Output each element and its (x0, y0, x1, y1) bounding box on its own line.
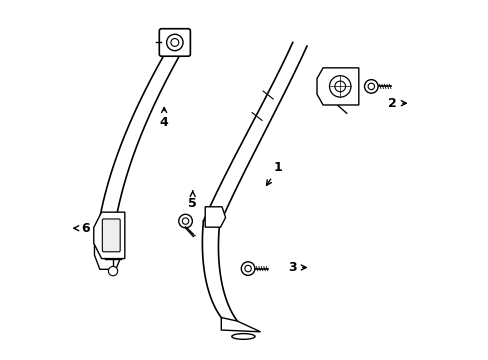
Circle shape (166, 34, 183, 51)
Circle shape (182, 218, 188, 224)
Polygon shape (94, 212, 124, 258)
Polygon shape (316, 68, 358, 105)
Text: 5: 5 (188, 191, 197, 210)
Circle shape (334, 81, 345, 92)
Text: 1: 1 (266, 161, 282, 185)
Polygon shape (205, 207, 225, 227)
Ellipse shape (231, 334, 255, 339)
Circle shape (244, 265, 251, 272)
Circle shape (367, 83, 374, 90)
Circle shape (241, 262, 254, 275)
Circle shape (108, 266, 118, 276)
FancyBboxPatch shape (159, 29, 190, 56)
Polygon shape (221, 318, 260, 332)
Circle shape (364, 80, 377, 93)
Circle shape (179, 214, 192, 228)
Text: 3: 3 (288, 261, 305, 274)
Circle shape (329, 76, 350, 97)
Polygon shape (94, 241, 123, 269)
Text: 4: 4 (160, 108, 168, 129)
FancyBboxPatch shape (102, 219, 120, 252)
Circle shape (171, 39, 179, 46)
Text: 2: 2 (387, 97, 406, 110)
Text: 6: 6 (74, 222, 90, 235)
